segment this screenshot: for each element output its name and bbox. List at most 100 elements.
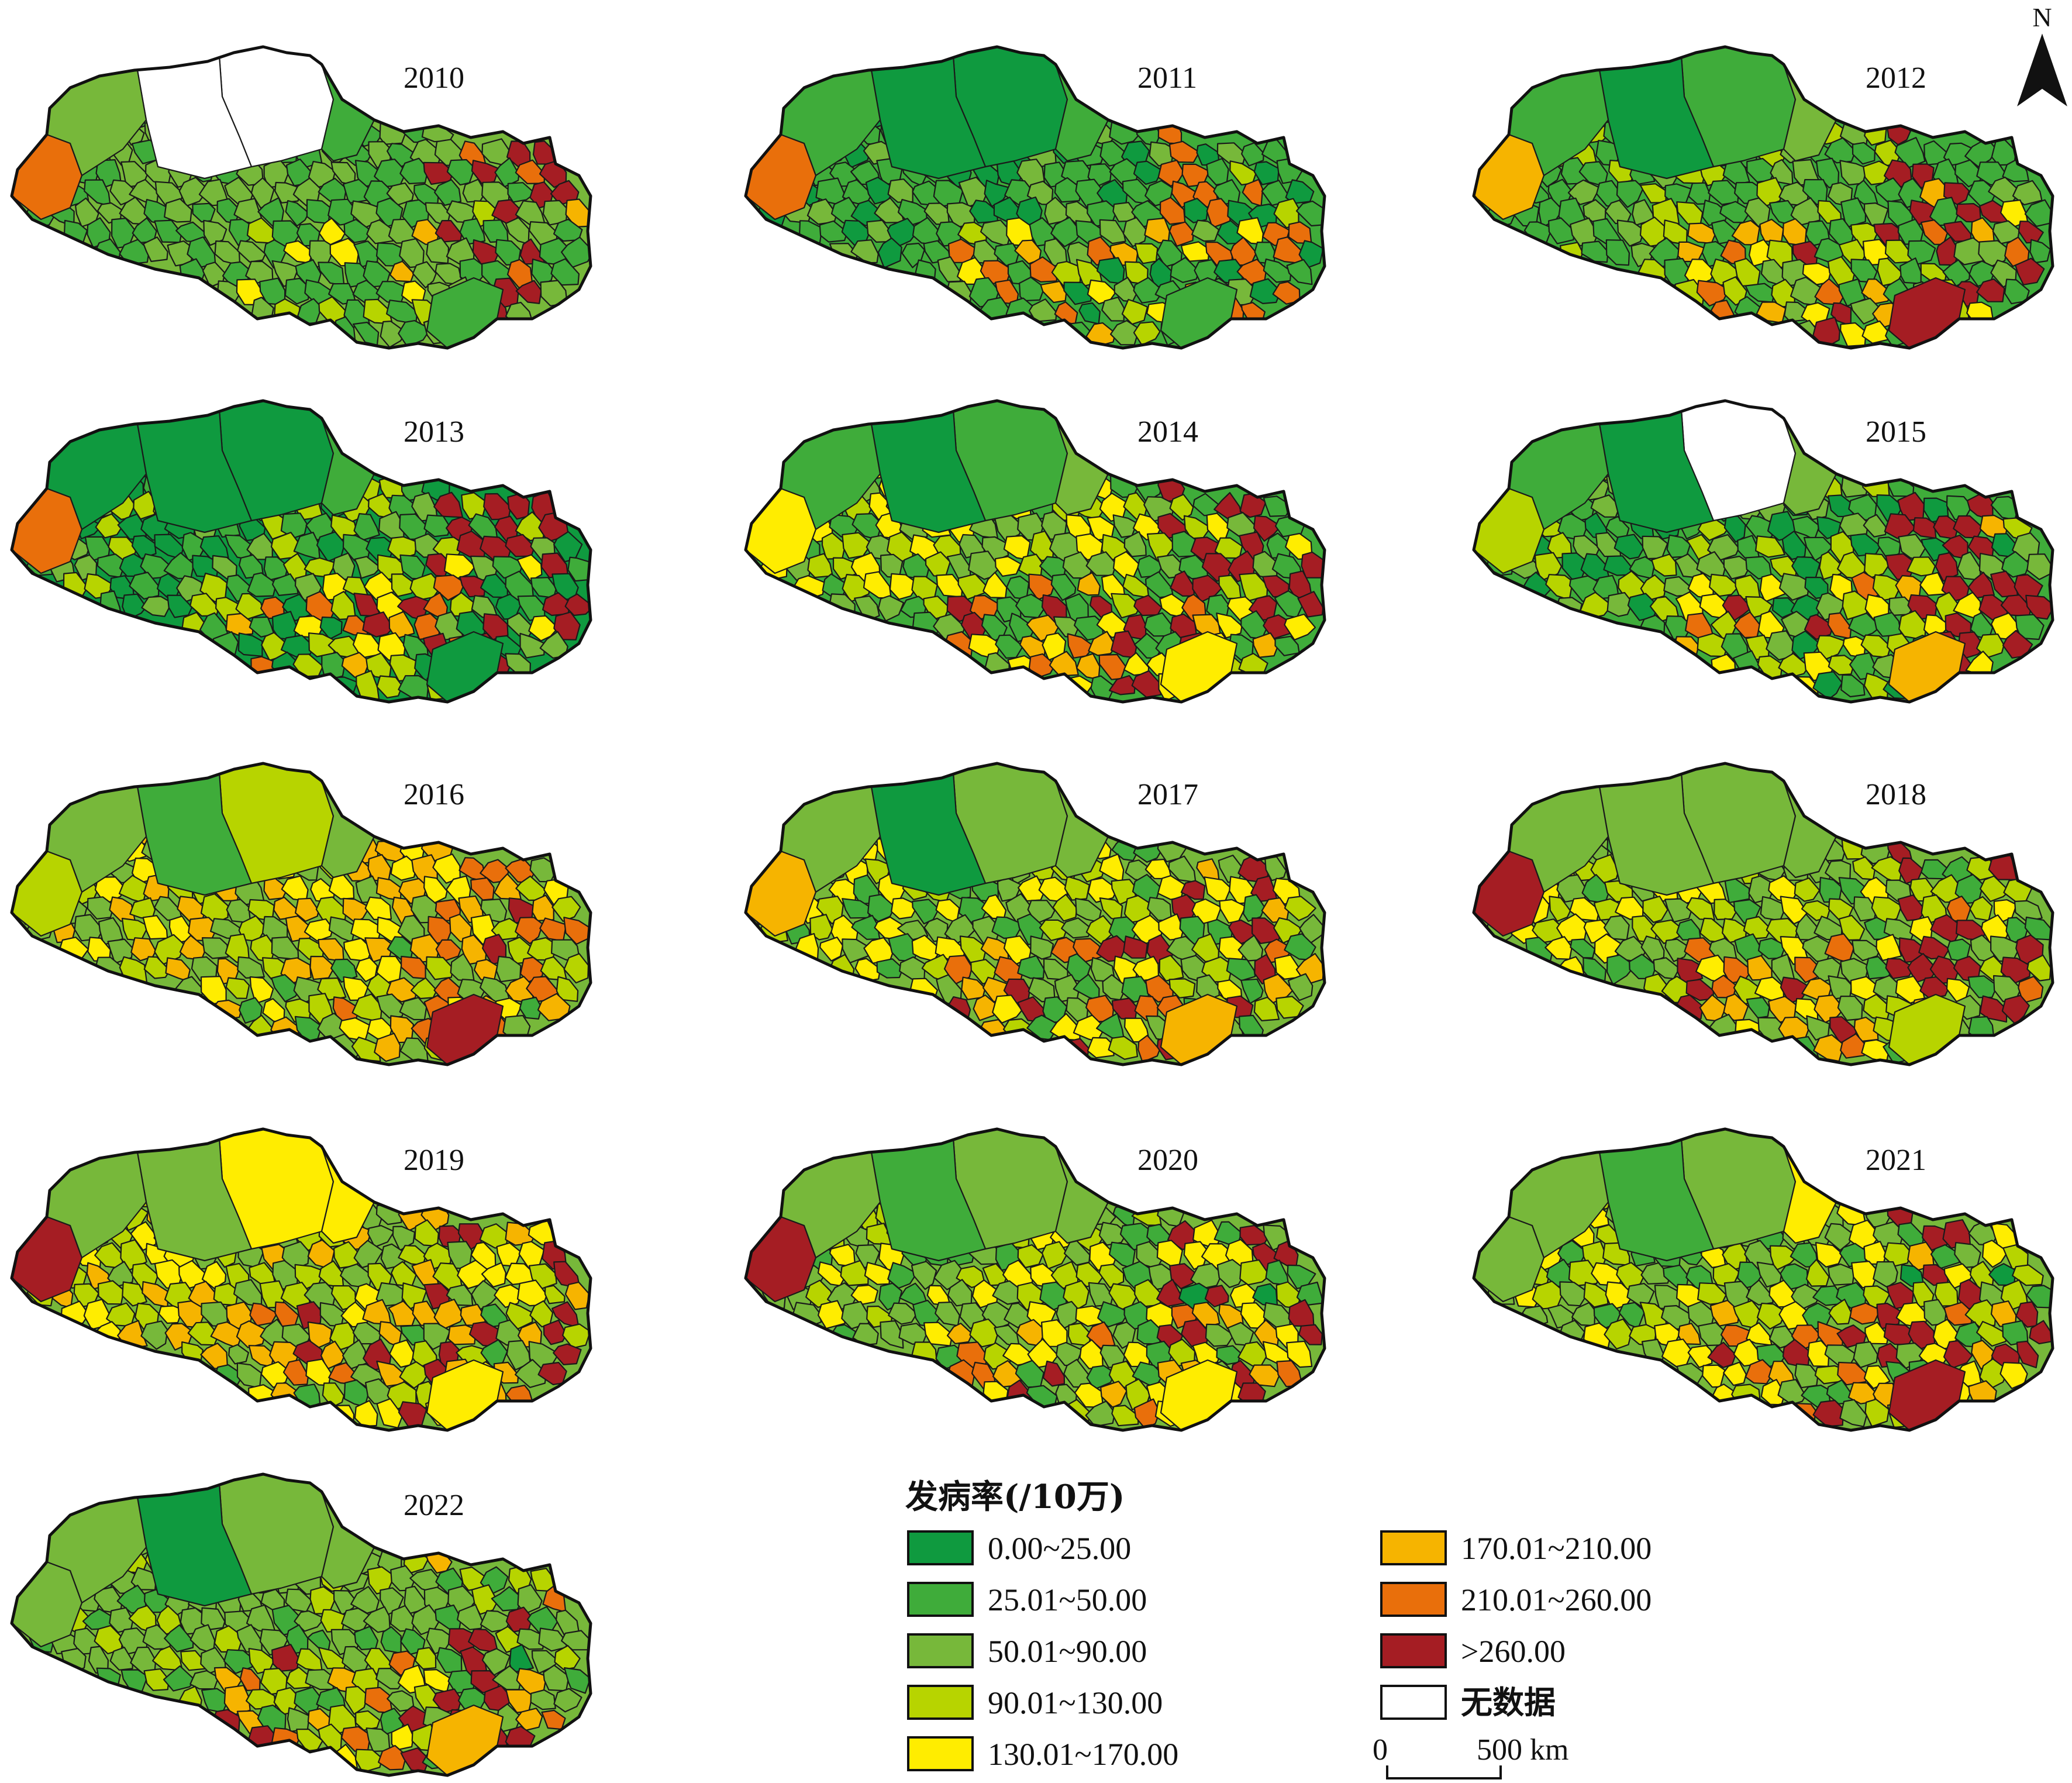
- county-region: [366, 219, 394, 245]
- county-region: [200, 893, 229, 924]
- county-region: [435, 939, 461, 962]
- county-region: [1077, 572, 1101, 596]
- county-region: [237, 240, 266, 263]
- legend-label: 90.01~130.00: [988, 1685, 1163, 1720]
- county-region: [443, 553, 476, 579]
- map-panel-2022: 2022: [10, 1472, 592, 1777]
- county-region: [1216, 142, 1247, 164]
- county-region: [2001, 994, 2030, 1025]
- county-region: [1099, 219, 1126, 245]
- county-region: [1979, 875, 2010, 902]
- county-region: [284, 277, 310, 305]
- map-year-label: 2020: [1137, 1144, 1198, 1177]
- map-regions: [1474, 1129, 2053, 1430]
- legend-swatch: [907, 1685, 974, 1720]
- county-region: [1190, 1263, 1223, 1289]
- map-year-label: 2021: [1866, 1144, 1926, 1177]
- county-region: [516, 1628, 546, 1650]
- region-outline: [10, 1127, 592, 1432]
- county-region: [351, 1037, 381, 1062]
- county-region: [1534, 552, 1563, 581]
- county-region: [1778, 573, 1811, 601]
- county-region: [249, 976, 274, 1004]
- county-region: [2026, 1285, 2053, 1309]
- county-region: [1778, 653, 1809, 678]
- county-region: [887, 1262, 918, 1289]
- county-region: [1204, 1285, 1229, 1307]
- county-region: [354, 1400, 378, 1427]
- county-region: [502, 1014, 531, 1044]
- county-region: [425, 956, 454, 980]
- county-region: [1873, 1261, 1898, 1288]
- county-region: [1559, 1281, 1589, 1307]
- county-region: [1098, 1221, 1128, 1246]
- county-region: [842, 574, 871, 603]
- county-region: [1252, 632, 1279, 658]
- county-region: [225, 612, 254, 636]
- county-region: [1677, 1323, 1701, 1345]
- county-region: [519, 632, 546, 659]
- county-region: [1840, 197, 1867, 228]
- county-region: [1168, 140, 1200, 163]
- county-region: [280, 512, 308, 539]
- county-region: [1028, 298, 1057, 322]
- legend-item: 0.00~25.00: [907, 1530, 1131, 1566]
- county-region: [459, 576, 487, 598]
- county-region: [1824, 1223, 1854, 1251]
- region-outline: [10, 45, 592, 350]
- county-region: [1614, 533, 1645, 560]
- county-region: [1828, 655, 1856, 676]
- scale-distance-label: 500 km: [1477, 1733, 1568, 1767]
- legend-swatch: [1380, 1685, 1447, 1720]
- county-region: [1249, 1364, 1281, 1388]
- county-region: [362, 611, 394, 638]
- county-region: [1054, 177, 1083, 203]
- county-region: [377, 1744, 407, 1771]
- county-region: [1849, 1302, 1881, 1325]
- county-region: [201, 937, 229, 959]
- county-region: [399, 157, 429, 185]
- county-region: [353, 240, 379, 268]
- county-region: [1030, 935, 1054, 960]
- region-outline: [1472, 762, 2054, 1066]
- county-region: [1237, 1382, 1266, 1408]
- county-region: [1709, 1299, 1740, 1327]
- map-panels: 2010 2011 2012 2013 2014 2015 2016 2017 2018 2019…: [10, 45, 2054, 1777]
- county-region: [163, 1665, 197, 1692]
- county-region: [1089, 1241, 1118, 1271]
- county-region: [320, 1340, 346, 1370]
- county-region: [1133, 1398, 1160, 1430]
- county-region: [398, 320, 432, 347]
- county-region: [1819, 551, 1842, 580]
- county-region: [129, 572, 160, 600]
- county-region: [1804, 614, 1834, 640]
- county-region: [330, 958, 358, 983]
- county-region: [1101, 297, 1125, 322]
- legend-label: 0.00~25.00: [988, 1531, 1131, 1566]
- county-region: [840, 1259, 869, 1286]
- county-region: [1918, 1343, 1951, 1366]
- legend-label: 170.01~210.00: [1461, 1531, 1652, 1566]
- county-region: [399, 1361, 430, 1389]
- county-region: [141, 596, 173, 617]
- county-region: [164, 198, 192, 223]
- county-region: [1109, 320, 1140, 346]
- county-region: [109, 1647, 133, 1671]
- county-region: [1696, 280, 1729, 307]
- county-region: [563, 953, 589, 984]
- county-region: [260, 1361, 291, 1388]
- legend-label: 130.01~170.00: [988, 1737, 1178, 1772]
- county-region: [1935, 552, 1959, 582]
- county-region: [343, 219, 373, 243]
- county-region: [1169, 1263, 1197, 1289]
- county-region: [1852, 939, 1881, 962]
- county-region: [223, 1685, 251, 1716]
- county-region: [296, 1301, 322, 1330]
- county-region: [1121, 298, 1149, 325]
- county-region: [143, 236, 168, 262]
- county-region: [1745, 515, 1774, 542]
- region-outline: [744, 45, 1326, 350]
- county-region: [1801, 900, 1831, 921]
- region-outline: [10, 762, 592, 1066]
- county-region: [355, 1710, 381, 1731]
